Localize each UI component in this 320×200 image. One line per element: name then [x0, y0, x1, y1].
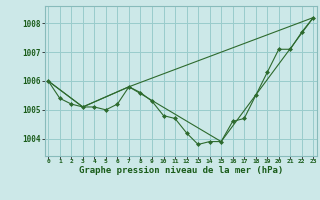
X-axis label: Graphe pression niveau de la mer (hPa): Graphe pression niveau de la mer (hPa) — [79, 166, 283, 175]
